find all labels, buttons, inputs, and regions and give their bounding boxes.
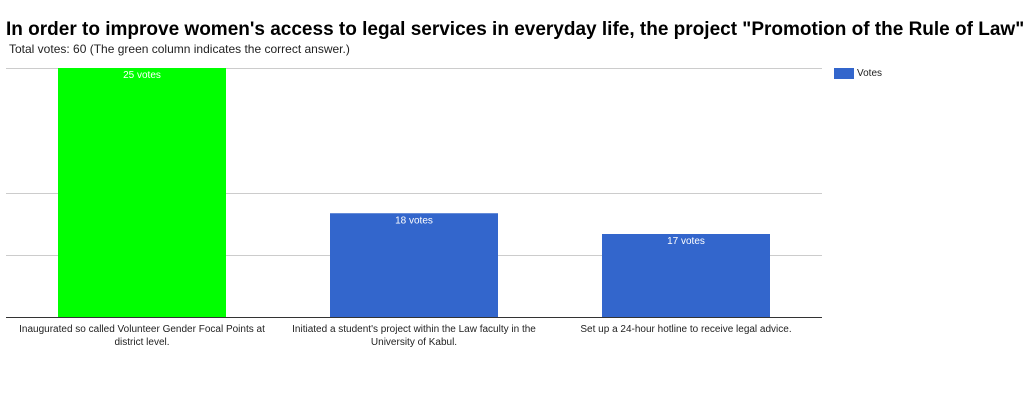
data-labels: 25 votes 18 votes 17 votes <box>123 70 705 247</box>
bar <box>58 68 226 317</box>
bar <box>602 234 770 317</box>
legend-swatch <box>834 68 854 79</box>
chart-subtitle: Total votes: 60 (The green column indica… <box>9 42 350 56</box>
category-label: Inaugurated so called Volunteer Gender F… <box>19 324 265 348</box>
bars <box>58 68 770 317</box>
category-label: Set up a 24-hour hotline to receive lega… <box>580 324 792 335</box>
bar <box>330 213 498 317</box>
bar-data-label: 18 votes <box>395 215 433 226</box>
chart-title: In order to improve women's access to le… <box>6 19 1024 40</box>
legend: Votes <box>834 68 882 79</box>
legend-label: Votes <box>857 68 883 79</box>
bar-data-label: 17 votes <box>667 236 705 247</box>
bar-data-label: 25 votes <box>123 70 161 81</box>
category-label: Initiated a student's project within the… <box>292 324 536 348</box>
